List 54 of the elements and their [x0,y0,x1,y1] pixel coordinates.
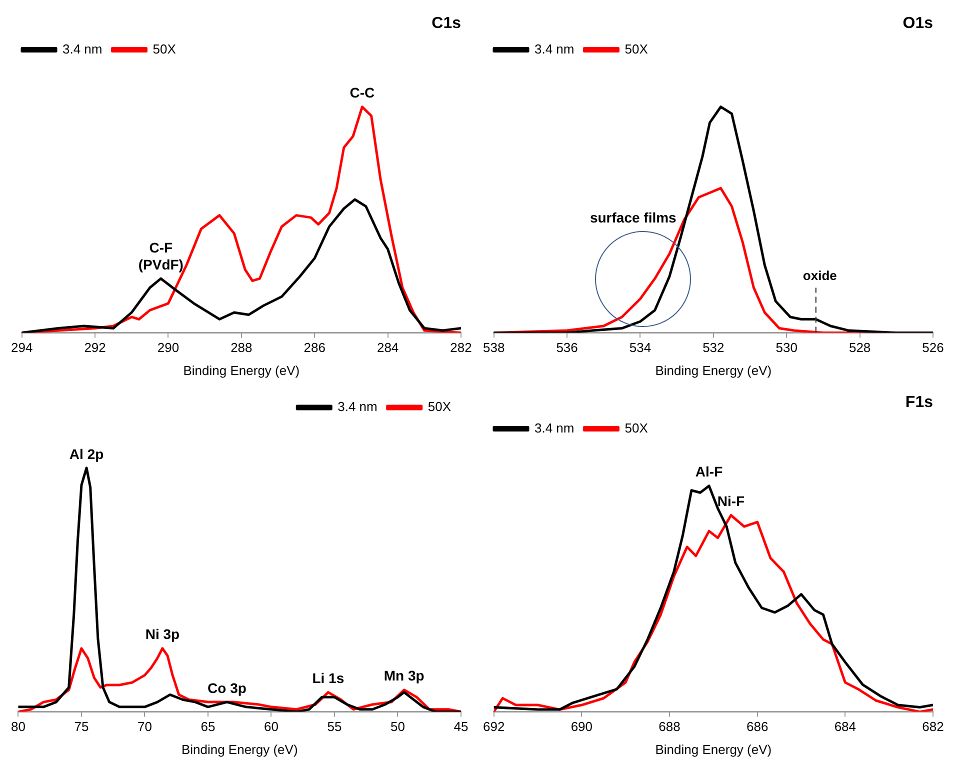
x-tick-label: 536 [556,340,578,356]
x-tick-label: 294 [10,340,33,356]
x-tick-label: 526 [922,340,944,356]
annotation: Ni 3p [145,626,180,642]
x-axis-title: Binding Energy (eV) [655,742,772,757]
x-axis-title: Binding Energy (eV) [181,742,298,757]
x-tick-label: 50 [390,719,405,734]
x-tick-label: 284 [376,340,399,356]
x-tick-label: 692 [482,719,505,734]
x-axis-title: Binding Energy (eV) [655,362,772,378]
legend-label: 50X [428,399,452,414]
x-tick-label: 286 [304,340,326,356]
x-tick-label: 60 [264,719,278,734]
annotation: Al 2p [69,446,104,462]
annotation: Ni-F [717,493,746,510]
annotation: Mn 3p [384,668,424,684]
legend-label: 3.4 nm [534,420,574,436]
annotation: surface films [590,209,677,226]
x-tick-label: 684 [834,719,856,734]
legend-label: 50X [624,41,648,56]
x-tick-label: 538 [482,340,505,356]
annotation: Al-F [695,464,724,480]
x-tick-label: 80 [10,719,26,734]
x-tick-label: 288 [230,340,252,356]
x-tick-label: 45 [454,719,468,734]
x-tick-label: 75 [74,719,89,734]
legend-label: 3.4 nm [338,399,378,414]
x-tick-label: 530 [776,340,798,356]
x-axis-title: Binding Energy (eV) [183,362,300,378]
annotation: Li 1s [312,670,344,686]
x-tick-label: 688 [658,719,680,734]
chart-title: O1s [902,15,934,32]
x-tick-label: 290 [157,340,180,356]
legend-label: 3.4 nm [62,41,102,56]
annotation: C-C [350,84,375,101]
x-tick-label: 70 [138,719,152,734]
x-tick-label: 534 [629,340,652,356]
legend-label: 50X [624,420,648,436]
x-tick-label: 532 [702,340,724,356]
chart-title: C1s [432,15,462,32]
x-tick-label: 686 [746,719,768,734]
annotation: Co 3p [208,680,246,696]
x-tick-label: 282 [450,340,472,356]
ref-line-label: oxide [802,268,837,283]
legend-label: 3.4 nm [534,41,574,56]
x-tick-label: 65 [200,719,216,734]
x-tick-label: 682 [922,719,944,734]
x-tick-label: 528 [848,340,871,356]
annotation: C-F (PVdF) [138,239,184,272]
x-tick-label: 55 [327,719,342,734]
chart-title: F1s [905,394,934,412]
legend-label: 50X [152,41,176,56]
x-tick-label: 690 [570,719,593,734]
x-tick-label: 292 [84,340,106,356]
